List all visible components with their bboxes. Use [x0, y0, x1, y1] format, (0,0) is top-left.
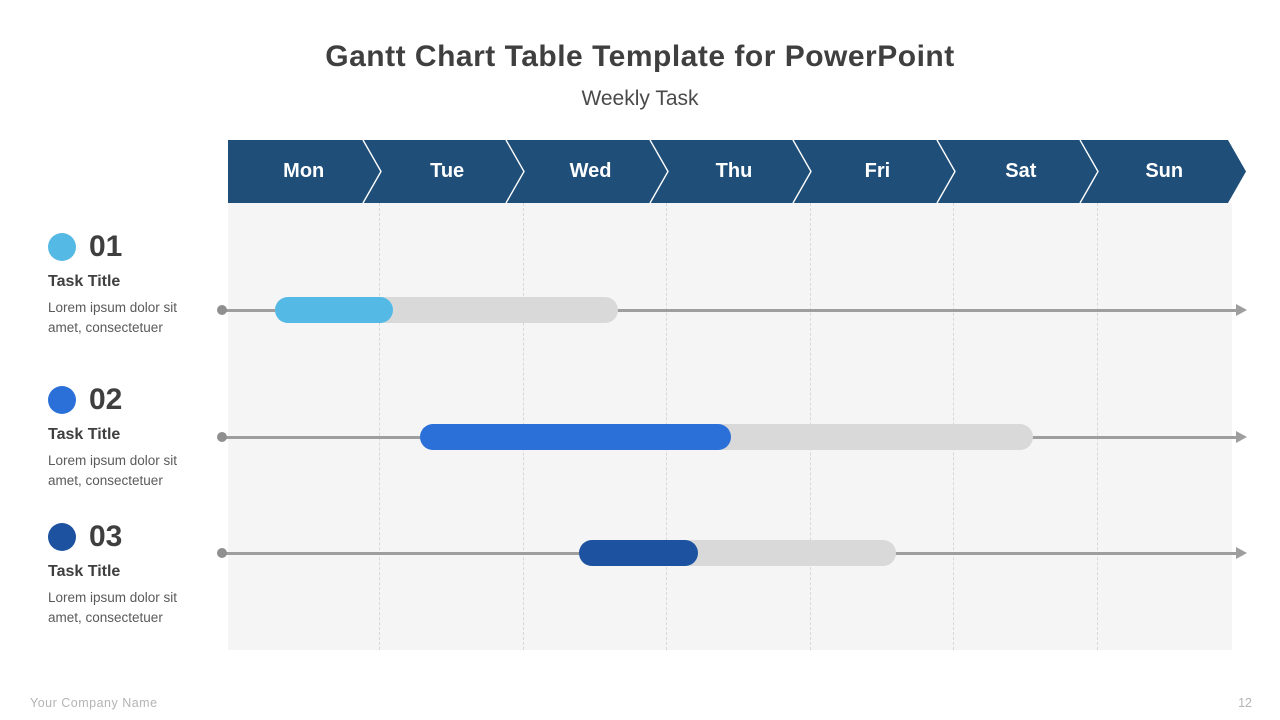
timeline-arrow-icon [1236, 547, 1247, 559]
gantt-progress [275, 297, 393, 323]
task-title: Task Title [48, 426, 121, 443]
day-label-sat: Sat [1005, 160, 1037, 182]
day-label-fri: Fri [864, 160, 891, 182]
timeline-axis [222, 308, 1238, 312]
day-label-thu: Thu [715, 160, 753, 182]
task-label-02: 02 Task Title Lorem ipsum dolor sit amet… [48, 383, 213, 491]
task-description: Lorem ipsum dolor sit amet, consectetuer [48, 590, 178, 625]
day-label-tue: Tue [430, 160, 465, 182]
task-description: Lorem ipsum dolor sit amet, consectetuer [48, 300, 178, 335]
timeline-start-dot-icon [217, 548, 227, 558]
timeline-arrow-icon [1236, 431, 1247, 443]
subtitle: Weekly Task [581, 87, 699, 110]
gantt-progress [579, 540, 699, 566]
page-number: 12 [1238, 696, 1252, 710]
page-title: Gantt Chart Table Template for PowerPoin… [325, 40, 955, 73]
timeline-start-dot-icon [217, 432, 227, 442]
timeline-start-dot-icon [217, 305, 227, 315]
gridline [1097, 203, 1098, 650]
task-number: 01 [89, 230, 123, 263]
task-color-dot-icon [48, 386, 76, 414]
day-label-mon: Mon [283, 160, 325, 182]
task-number-row: 02 [48, 383, 213, 416]
company-name: Your Company Name [30, 696, 158, 710]
task-label-01: 01 Task Title Lorem ipsum dolor sit amet… [48, 230, 213, 338]
task-title: Task Title [48, 563, 121, 580]
gridline [379, 203, 380, 650]
gantt-progress [420, 424, 732, 450]
task-title: Task Title [48, 273, 121, 290]
day-label-wed: Wed [569, 160, 612, 182]
task-label-03: 03 Task Title Lorem ipsum dolor sit amet… [48, 520, 213, 628]
week-header-banner: Mon Tue Wed Thu Fri Sat Sun [228, 140, 1246, 203]
day-label-sun: Sun [1145, 160, 1184, 182]
task-number: 02 [89, 383, 123, 416]
day-labels: Mon Tue Wed Thu Fri Sat Sun [228, 140, 1232, 203]
task-number-row: 01 [48, 230, 213, 263]
task-color-dot-icon [48, 523, 76, 551]
task-number: 03 [89, 520, 123, 553]
task-number-row: 03 [48, 520, 213, 553]
task-description: Lorem ipsum dolor sit amet, consectetuer [48, 453, 178, 488]
timeline-arrow-icon [1236, 304, 1247, 316]
task-color-dot-icon [48, 233, 76, 261]
chevron-separator-icons [228, 140, 1246, 203]
